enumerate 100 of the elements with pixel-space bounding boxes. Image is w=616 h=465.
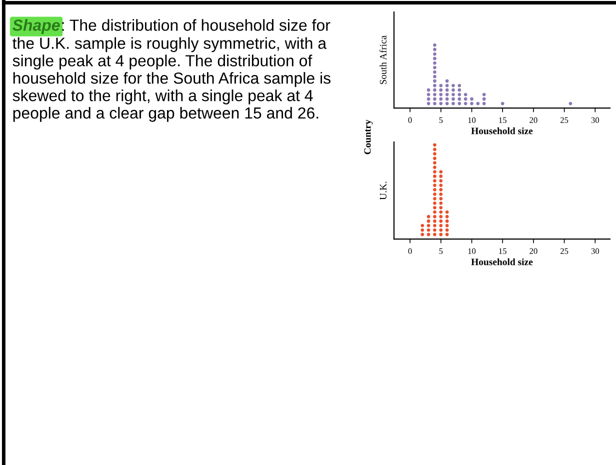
x-tick-label: 30 [591,117,600,123]
point [433,210,436,214]
x-tick-label: 20 [530,117,538,123]
point [439,170,443,174]
point [458,88,462,92]
point [470,97,474,101]
point [452,84,455,88]
y-axis-title: U.K. [380,182,387,200]
text: : The distribution of household size for [62,19,330,31]
point [439,184,443,187]
point [445,224,449,228]
point [433,156,436,160]
point [452,88,455,92]
point [439,84,443,88]
point [433,224,436,228]
point [433,92,436,96]
x-tick-label: 25 [560,248,568,254]
point [464,102,468,106]
point [458,102,462,106]
point [420,228,424,232]
text: Country [364,120,373,154]
point [458,84,462,88]
x-tick-label: 5 [439,248,443,254]
text: Shape [12,19,60,34]
point [433,74,436,78]
point [433,166,436,170]
point [433,88,436,92]
point [426,219,430,223]
point [439,88,443,92]
point [433,206,436,210]
x-tick-label: 0 [408,117,412,123]
point [426,214,430,218]
x-tick-label: 30 [591,248,600,254]
x-axis-title: Household size [471,127,533,134]
point [452,102,455,106]
point [433,214,436,218]
y-axis-title: South Africa [380,35,386,84]
point [439,179,443,182]
x-tick-label: 10 [468,248,476,254]
point [433,228,436,232]
point [433,52,436,56]
point [420,224,424,228]
point [445,214,449,218]
point [420,232,424,236]
point [470,102,474,106]
point [458,97,462,101]
point [439,188,443,192]
point [439,210,443,214]
point [433,192,436,196]
point [433,56,436,60]
point [452,97,455,101]
point [433,184,436,187]
point [433,161,436,164]
point [426,228,430,232]
point [464,92,468,96]
point [433,232,436,236]
point [439,232,443,236]
point [476,102,480,106]
point [433,66,436,70]
point [439,174,443,178]
point [433,174,436,178]
point [433,179,436,182]
point [439,201,443,205]
x-tick-label: 5 [439,117,443,123]
point [433,102,436,106]
point [445,228,449,232]
point [458,92,462,96]
point [433,48,436,52]
x-tick-label: 25 [560,117,568,123]
point [439,196,443,200]
point [439,92,443,96]
point [433,97,436,101]
point [439,224,443,228]
point [433,170,436,174]
point [433,143,436,147]
point [439,192,443,196]
x-tick-label: 20 [530,248,538,254]
point [482,92,486,96]
point [452,92,455,96]
point [433,188,436,192]
point [439,102,443,106]
point [433,70,436,74]
point [433,61,436,65]
x-tick-label: 15 [499,117,506,123]
point [426,224,430,228]
point [433,196,436,200]
point [445,210,449,214]
point [433,79,436,83]
point [439,219,443,223]
point [500,102,504,106]
x-tick-label: 15 [499,248,506,254]
point [439,97,443,101]
x-tick-label: 0 [408,248,412,254]
point [433,201,436,205]
point [445,219,449,223]
point [433,43,436,47]
x-tick-label: 10 [468,117,476,123]
x-axis-title: Household size [471,258,533,266]
point [439,228,443,232]
point [433,148,436,152]
